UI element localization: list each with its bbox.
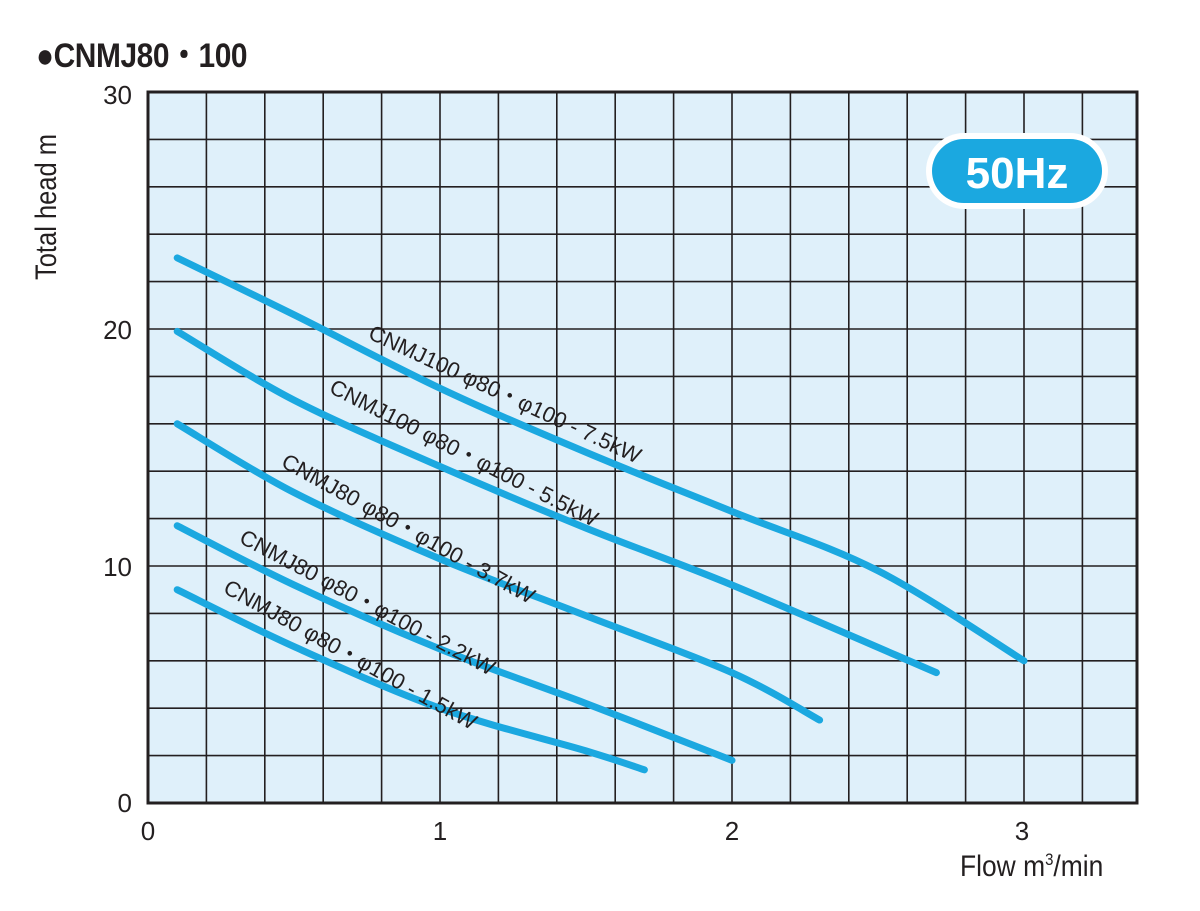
- grid-lines: [148, 92, 1137, 803]
- chart-title: ●CNMJ80・100: [36, 37, 248, 75]
- x-axis-label: Flow m3/min: [960, 850, 1103, 884]
- y-axis-ticks: 0 10 20 30: [103, 80, 132, 818]
- x-tick-1: 1: [433, 816, 447, 846]
- x-axis-ticks: 0 1 2 3: [141, 816, 1029, 846]
- y-tick-30: 30: [103, 80, 132, 110]
- plot-border: [146, 90, 1139, 805]
- curve-4: [173, 586, 648, 774]
- x-tick-2: 2: [725, 816, 739, 846]
- curve-2: [173, 420, 824, 724]
- curve-0: [173, 254, 1028, 665]
- performance-curves: [173, 254, 1028, 774]
- plot-area: [148, 92, 1137, 803]
- badge-background: [932, 139, 1102, 203]
- y-tick-20: 20: [103, 315, 132, 345]
- x-axis-label-tail: /min: [1053, 850, 1104, 883]
- curve-3: [173, 522, 736, 764]
- badge-label: 50Hz: [966, 149, 1069, 198]
- y-tick-0: 0: [118, 788, 132, 818]
- x-axis-label-sup: 3: [1045, 850, 1054, 869]
- x-tick-0: 0: [141, 816, 155, 846]
- x-tick-3: 3: [1015, 816, 1029, 846]
- frequency-badge: 50Hz: [926, 133, 1108, 209]
- y-tick-10: 10: [103, 552, 132, 582]
- x-axis-label-main: Flow m: [960, 850, 1046, 883]
- curve-1: [173, 327, 940, 677]
